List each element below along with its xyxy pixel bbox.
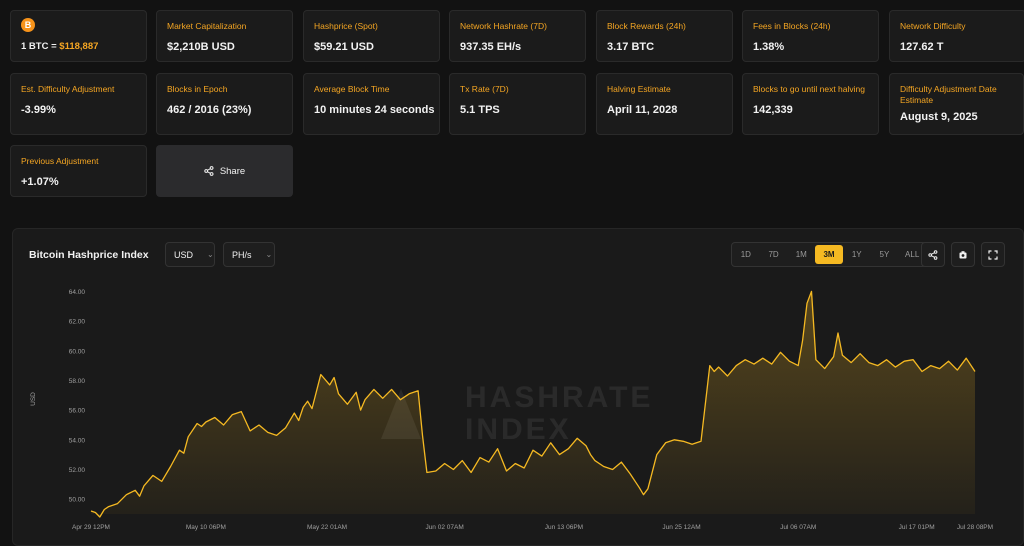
stat-label: Blocks to go until next halving [753,84,865,94]
range-button-5y[interactable]: 5Y [879,250,890,259]
y-tick-label: 62.00 [69,319,86,326]
btc-price: 1 BTC = $118,887 [21,41,99,52]
stat-value: $2,210B USD [167,41,235,53]
y-tick-label: 60.00 [69,348,86,355]
x-tick-label: Jul 28 08PM [957,524,993,531]
unit-select-value: PH/s [232,249,252,260]
y-tick-label: 58.00 [69,378,86,385]
stat-value: 462 / 2016 (23%) [167,104,252,116]
share-button[interactable]: Share [156,145,293,197]
stat-card: Est. Difficulty Adjustment -3.99% [10,73,147,135]
x-tick-label: Jul 06 07AM [780,524,816,531]
stat-label: Network Hashrate (7D) [460,21,547,31]
x-tick-label: Apr 29 12PM [72,524,110,531]
stat-label: Hashprice (Spot) [314,21,378,31]
stat-label: Tx Rate (7D) [460,84,509,94]
x-tick-label: Jun 13 06PM [545,524,583,531]
share-chart-button[interactable] [921,242,945,267]
stat-card: Blocks to go until next halving 142,339 [742,73,879,135]
x-tick-label: May 22 01AM [307,524,347,531]
stat-value: April 11, 2028 [607,104,678,116]
stat-card: Previous Adjustment +1.07% [10,145,147,197]
stat-label: Blocks in Epoch [167,84,228,94]
share-label: Share [219,165,246,177]
stat-card: Average Block Time 10 minutes 24 seconds [303,73,440,135]
unit-select[interactable]: PH/s ⌄ [223,242,275,267]
hashprice-chart-panel: Bitcoin Hashprice Index USD ⌄ PH/s ⌄ 1D 7… [12,228,1024,546]
range-button-3m[interactable]: 3M [815,245,843,264]
stat-value: $59.21 USD [314,41,374,53]
fullscreen-button[interactable] [981,242,1005,267]
stat-card: Blocks in Epoch 462 / 2016 (23%) [156,73,293,135]
stat-value: 127.62 T [900,41,944,53]
watermark-text: INDEX [465,413,572,446]
x-tick-label: Jul 17 01PM [899,524,935,531]
stat-label: Market Capitalization [167,21,247,31]
share-icon [204,166,214,176]
stat-label: Average Block Time [314,84,390,94]
time-range-selector: 1D 7D 1M 3M 1Y 5Y ALL [731,242,927,267]
range-button-all[interactable]: ALL [905,250,920,259]
stat-label: Previous Adjustment [21,156,99,166]
stat-card: Network Difficulty 127.62 T [889,10,1024,62]
stat-value: 10 minutes 24 seconds [314,104,435,116]
share-icon [928,249,938,260]
stat-label: Est. Difficulty Adjustment [21,84,115,94]
y-tick-label: 54.00 [69,437,86,444]
camera-icon [959,250,967,258]
stat-value: +1.07% [21,176,59,188]
btc-price-card: B 1 BTC = $118,887 [10,10,147,62]
stat-value: 3.17 BTC [607,41,655,53]
bitcoin-icon: B [21,18,35,32]
stat-label: Fees in Blocks (24h) [753,21,831,31]
stat-card: Halving Estimate April 11, 2028 [596,73,733,135]
stat-value: 142,339 [753,104,793,116]
series-area [91,291,975,517]
stat-value: 5.1 TPS [460,104,500,116]
stat-card: Tx Rate (7D) 5.1 TPS [449,73,586,135]
stat-card: Network Hashrate (7D) 937.35 EH/s [449,10,586,62]
x-tick-label: Jun 25 12AM [662,524,700,531]
y-axis-label: USD [30,392,37,406]
stat-card: Difficulty Adjustment Date Estimate Augus… [889,73,1024,135]
stat-label: Block Rewards (24h) [607,21,686,31]
currency-select[interactable]: USD ⌄ [165,242,215,267]
y-tick-label: 50.00 [69,497,86,504]
stat-value: 937.35 EH/s [460,41,522,53]
range-button-1d[interactable]: 1D [740,250,751,259]
y-tick-label: 64.00 [69,289,86,296]
y-tick-label: 56.00 [69,408,86,415]
stat-value: 1.38% [753,41,785,53]
stat-value: -3.99% [21,104,56,116]
stat-card: Fees in Blocks (24h) 1.38% [742,10,879,62]
stat-card: Hashprice (Spot) $59.21 USD [303,10,440,62]
currency-select-value: USD [174,249,194,260]
chevron-down-icon: ⌄ [265,250,273,259]
x-tick-label: Jun 02 07AM [425,524,463,531]
chevron-down-icon: ⌄ [207,250,214,259]
stat-label: Halving Estimate [607,84,671,94]
chart-title: Bitcoin Hashprice Index [29,249,149,261]
screenshot-button[interactable] [951,242,975,267]
fullscreen-icon [988,249,998,260]
range-button-1y[interactable]: 1Y [851,250,862,259]
stat-label: Network Difficulty [900,21,966,31]
range-button-7d[interactable]: 7D [768,250,779,259]
stat-label: Difficulty Adjustment Date Estimate [900,84,997,105]
stat-value: August 9, 2025 [900,111,978,123]
y-tick-label: 52.00 [69,467,86,474]
range-button-1m[interactable]: 1M [795,250,807,259]
watermark-text: HASHRATE [465,381,653,414]
x-tick-label: May 10 06PM [186,524,226,531]
stat-card: Block Rewards (24h) 3.17 BTC [596,10,733,62]
stat-card: Market Capitalization $2,210B USD [156,10,293,62]
